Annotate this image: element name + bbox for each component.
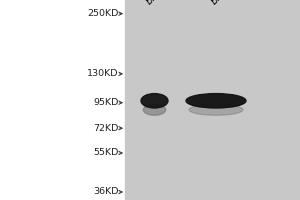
Text: 72KD: 72KD [93,124,118,133]
Text: Brain: Brain [144,0,169,6]
Text: 130KD: 130KD [87,69,119,78]
Text: Brain: Brain [209,0,234,6]
Ellipse shape [143,104,166,115]
Text: 250KD: 250KD [87,9,119,18]
Ellipse shape [186,94,246,108]
Text: 55KD: 55KD [93,148,118,157]
Ellipse shape [141,94,168,108]
Text: 95KD: 95KD [93,98,118,107]
Text: 36KD: 36KD [93,187,118,196]
Bar [124,0,300,200]
Ellipse shape [189,104,243,115]
